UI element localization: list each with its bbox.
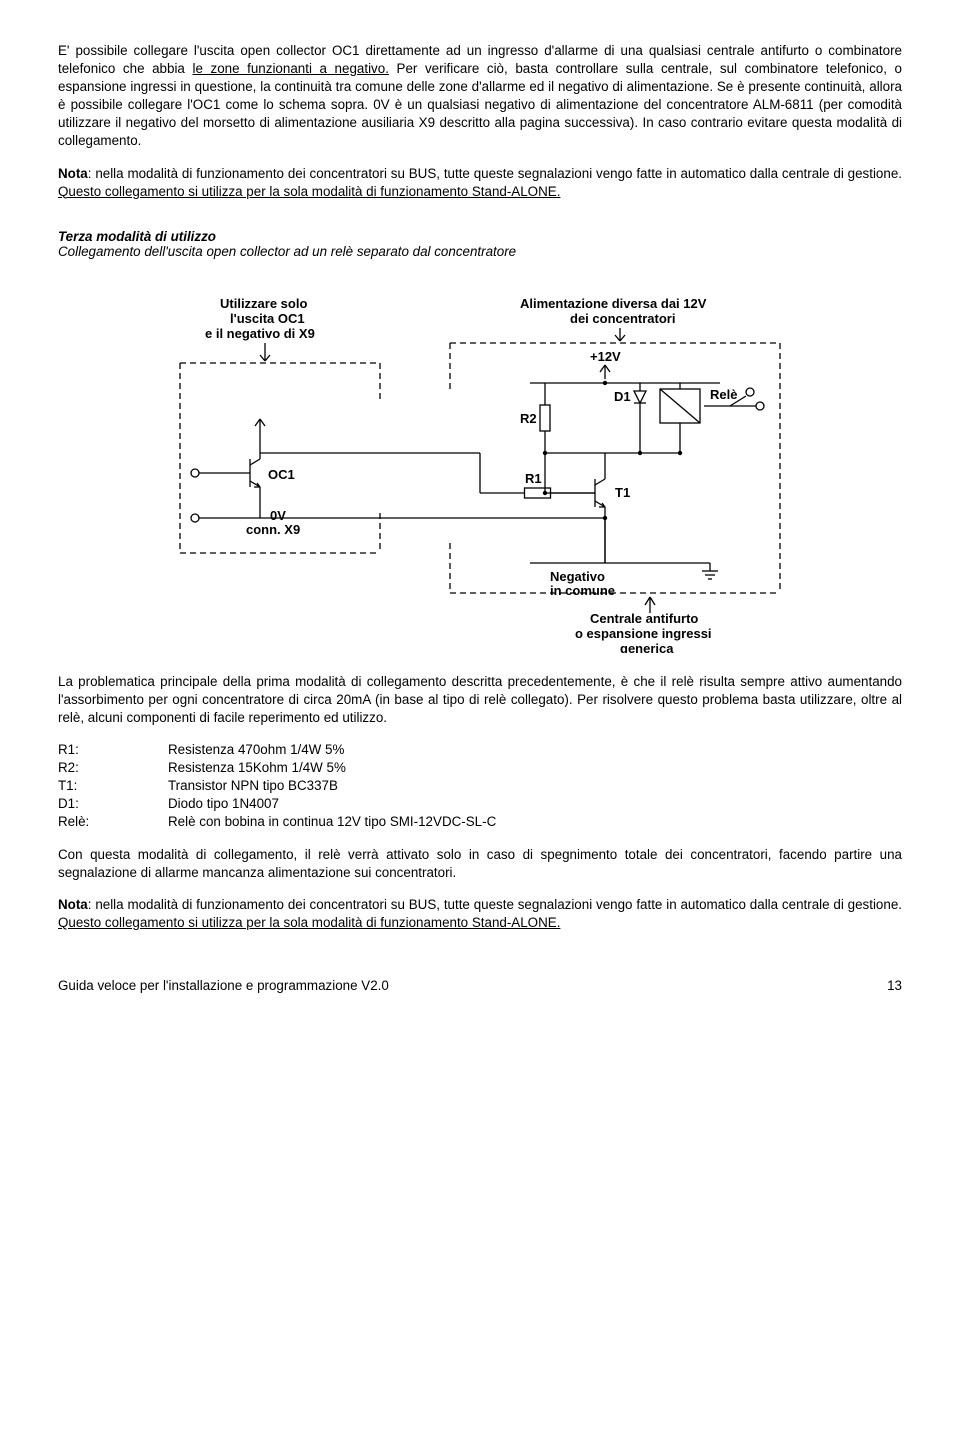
svg-text:OC1: OC1 [268,467,295,482]
footer-title: Guida veloce per l'installazione e progr… [58,978,389,993]
page-footer: Guida veloce per l'installazione e progr… [58,978,902,993]
note-2: Nota: nella modalità di funzionamento de… [58,896,902,932]
svg-text:e il negativo di X9: e il negativo di X9 [205,326,315,341]
circuit-diagram: Utilizzare solol'uscita OC1e il negativo… [58,273,902,653]
svg-text:l'uscita OC1: l'uscita OC1 [230,311,305,326]
note1-underline: Questo collegamento si utilizza per la s… [58,184,560,199]
note2-underline: Questo collegamento si utilizza per la s… [58,915,560,930]
svg-text:Alimentazione diversa dai 12V: Alimentazione diversa dai 12V [520,296,707,311]
component-value: Relè con bobina in continua 12V tipo SMI… [168,813,496,831]
component-value: Resistenza 15Kohm 1/4W 5% [168,759,496,777]
svg-text:generica: generica [620,641,674,653]
footer-page: 13 [887,978,902,993]
svg-text:dei concentratori: dei concentratori [570,311,675,326]
svg-text:conn. X9: conn. X9 [246,522,300,537]
component-value: Transistor NPN tipo BC337B [168,777,496,795]
component-label: Relè: [58,813,168,831]
component-table: R1:Resistenza 470ohm 1/4W 5%R2:Resistenz… [58,741,496,831]
svg-text:Utilizzare solo: Utilizzare solo [220,296,307,311]
note-1: Nota: nella modalità di funzionamento de… [58,165,902,201]
svg-text:R1: R1 [525,471,542,486]
svg-text:Centrale antifurto: Centrale antifurto [590,611,698,626]
svg-text:in comune: in comune [550,583,615,598]
component-value: Resistenza 470ohm 1/4W 5% [168,741,496,759]
svg-text:o espansione ingressi: o espansione ingressi [575,626,712,641]
svg-text:+12V: +12V [590,349,621,364]
section-subtitle: Collegamento dell'uscita open collector … [58,244,902,259]
svg-text:R2: R2 [520,411,537,426]
circuit-svg: Utilizzare solol'uscita OC1e il negativo… [150,273,810,653]
component-value: Diodo tipo 1N4007 [168,795,496,813]
svg-text:0V: 0V [270,508,286,523]
note2-text: : nella modalità di funzionamento dei co… [88,897,902,912]
note-label: Nota [58,166,88,181]
component-label: R2: [58,759,168,777]
note-label-2: Nota [58,897,88,912]
note1-text: : nella modalità di funzionamento dei co… [88,166,902,181]
svg-text:T1: T1 [615,485,630,500]
section-title: Terza modalità di utilizzo [58,229,902,244]
paragraph-1: E' possibile collegare l'uscita open col… [58,42,902,151]
svg-text:Relè: Relè [710,387,737,402]
component-label: R1: [58,741,168,759]
svg-text:D1: D1 [614,389,631,404]
component-label: T1: [58,777,168,795]
p1-underline: le zone funzionanti a negativo. [192,61,388,76]
svg-text:Negativo: Negativo [550,569,605,584]
paragraph-3: Con questa modalità di collegamento, il … [58,846,902,882]
component-label: D1: [58,795,168,813]
paragraph-2: La problematica principale della prima m… [58,673,902,727]
